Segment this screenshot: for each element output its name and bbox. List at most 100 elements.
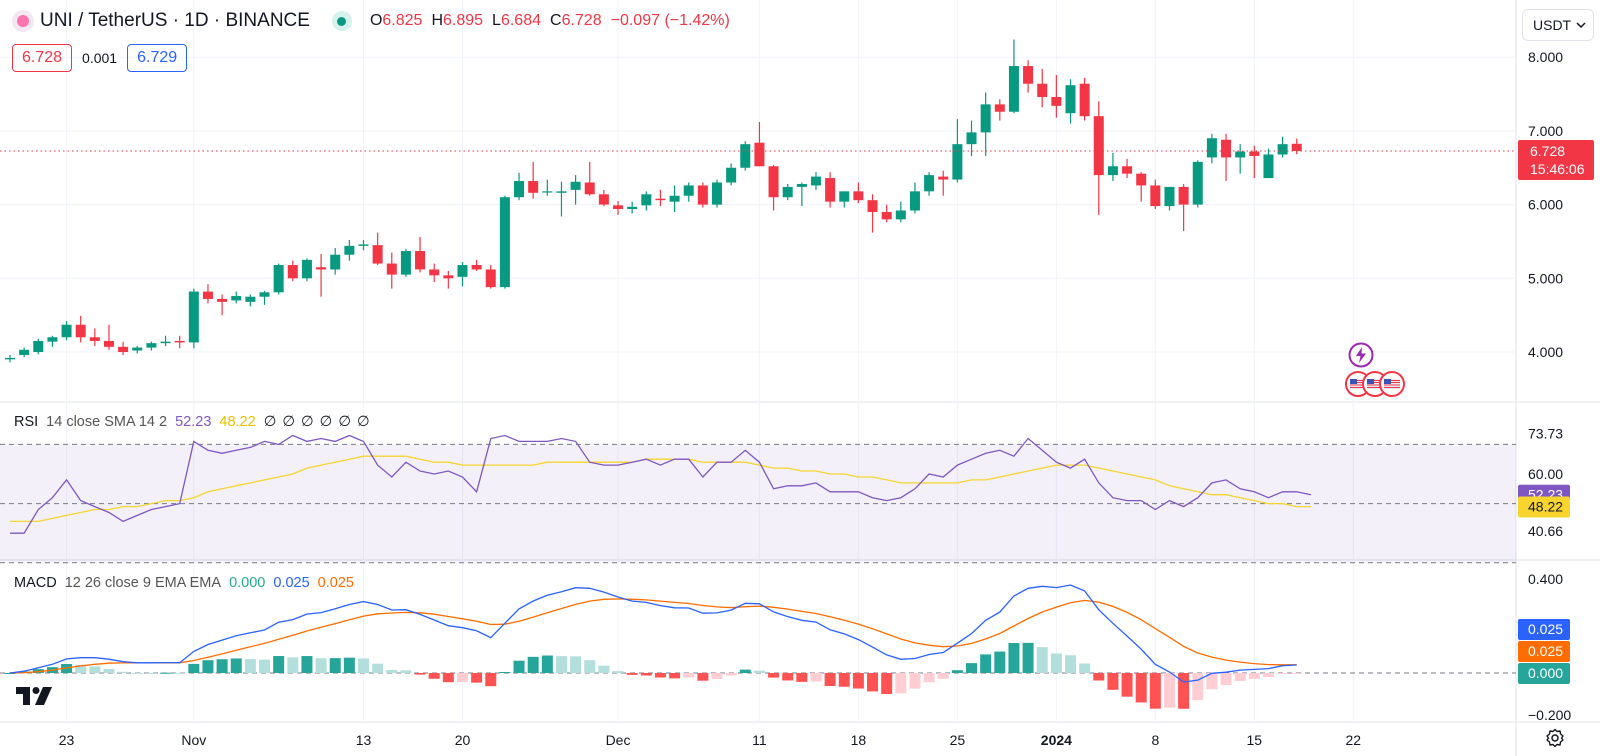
candle: [796, 182, 807, 207]
sell-button[interactable]: 6.728: [12, 44, 73, 72]
candle: [1107, 153, 1118, 182]
candle: [132, 346, 143, 354]
macd-histogram-bar: [683, 673, 695, 678]
candle-body: [1093, 116, 1104, 176]
candle: [1136, 172, 1147, 202]
macd-histogram-bar: [442, 673, 454, 683]
macd-histogram-bar: [739, 669, 751, 673]
rsi-axis-label: 60.00: [1528, 466, 1563, 482]
rsi-legend[interactable]: RSI 14 close SMA 14 2 52.23 48.22 ∅ ∅ ∅ …: [14, 414, 371, 430]
candle-body: [330, 254, 341, 270]
candle: [627, 201, 638, 214]
rsi-params: 14 close SMA 14 2: [46, 414, 168, 430]
macd-histogram-bar: [881, 673, 893, 695]
candle-body: [245, 296, 256, 302]
candle-body: [542, 191, 553, 193]
candle: [443, 270, 454, 289]
candle: [810, 172, 821, 190]
candle: [1206, 133, 1217, 164]
candle: [584, 161, 595, 196]
macd-histogram-bar: [89, 666, 101, 673]
candle: [980, 92, 991, 156]
candle-body: [697, 185, 708, 205]
lightning-event-icon[interactable]: [1348, 342, 1374, 368]
candle-body: [754, 142, 765, 167]
macd-value-badge: 0.025: [1518, 619, 1570, 640]
currency-label: USDT: [1533, 17, 1572, 33]
rsi-sma-badge: 48.22: [1518, 496, 1570, 518]
us-flag-events-icon[interactable]: [1344, 370, 1406, 398]
time-axis-label: 25: [950, 732, 966, 748]
candle-body: [33, 340, 44, 352]
candle-body: [867, 200, 878, 212]
candle: [570, 175, 581, 205]
candle: [853, 182, 864, 204]
settings-gear-icon[interactable]: [1545, 728, 1565, 748]
candle-body: [782, 186, 793, 198]
macd-hist-badge: 0.000: [1518, 663, 1570, 684]
candle: [1164, 186, 1175, 211]
candle: [726, 163, 737, 186]
buy-button[interactable]: 6.729: [127, 44, 188, 72]
macd-histogram-bar: [1248, 673, 1260, 679]
macd-histogram-bar: [838, 673, 850, 687]
symbol-title[interactable]: UNI / TetherUS · 1D · BINANCE: [40, 10, 310, 31]
macd-histogram-bar: [1178, 673, 1190, 709]
price-axis-label: 6.000: [1528, 197, 1563, 213]
candle: [994, 99, 1005, 121]
macd-histogram-bar: [1107, 673, 1119, 690]
high-value: 6.895: [443, 12, 484, 29]
time-axis-label: 8: [1151, 732, 1159, 748]
time-axis-label: 13: [356, 732, 372, 748]
candle-body: [514, 181, 525, 198]
open-value: 6.825: [382, 12, 423, 29]
candle-body: [726, 167, 737, 183]
macd-histogram-bar: [951, 670, 963, 673]
candle-body: [1221, 139, 1232, 158]
macd-histogram-bar: [1036, 647, 1048, 673]
candle-body: [146, 343, 157, 348]
candle-body: [938, 176, 949, 180]
candle-body: [273, 265, 284, 293]
macd-histogram-bar: [216, 659, 228, 673]
candle-body: [386, 263, 397, 275]
candle-body: [669, 195, 680, 202]
macd-histogram-bar: [1192, 673, 1204, 701]
candle: [655, 189, 666, 207]
candle-body: [499, 197, 510, 288]
candle: [782, 183, 793, 201]
candle: [61, 321, 72, 341]
candle-body: [683, 185, 694, 196]
macd-histogram-bar: [315, 658, 327, 673]
candle-body: [1079, 83, 1090, 117]
candle-body: [61, 324, 72, 338]
candle: [669, 185, 680, 212]
macd-histogram-bar: [372, 663, 384, 673]
time-axis-label: 22: [1346, 732, 1362, 748]
candle: [1291, 138, 1302, 155]
candle: [1235, 144, 1246, 174]
candle-body: [796, 183, 807, 187]
candle: [556, 181, 567, 217]
candle-body: [1263, 154, 1274, 179]
candle-body: [415, 251, 426, 270]
currency-select[interactable]: USDT: [1523, 10, 1593, 40]
macd-legend[interactable]: MACD 12 26 close 9 EMA EMA 0.000 0.025 0…: [14, 575, 354, 591]
macd-params: 12 26 close 9 EMA EMA: [64, 575, 222, 591]
macd-histogram-bar: [909, 673, 921, 689]
candle: [33, 338, 44, 355]
candle-body: [287, 265, 298, 279]
rsi-title: RSI: [14, 414, 39, 430]
macd-histogram-bar: [1149, 673, 1161, 709]
candle-body: [1037, 83, 1048, 97]
macd-histogram-bar: [244, 659, 256, 673]
tradingview-logo-icon[interactable]: [16, 685, 56, 707]
candle-body: [895, 210, 906, 220]
macd-histogram-bar: [358, 658, 369, 673]
candle-body: [1291, 143, 1302, 151]
market-open-icon: [331, 11, 352, 31]
candle: [1051, 74, 1062, 118]
candle: [1277, 136, 1288, 158]
macd-histogram-bar: [598, 665, 610, 673]
